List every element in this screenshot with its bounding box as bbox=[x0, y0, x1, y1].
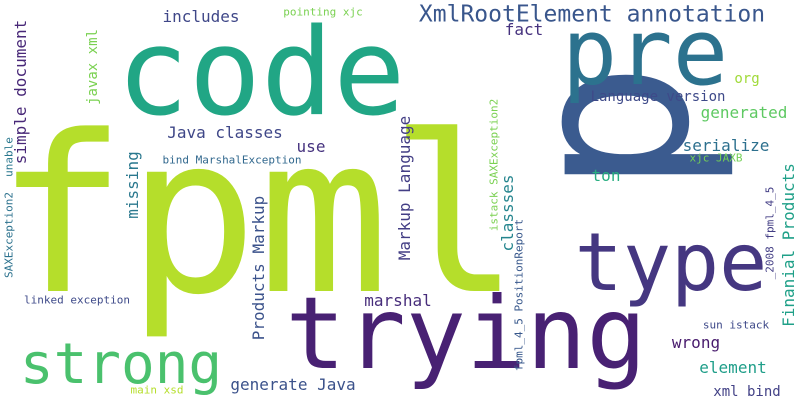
word-linked-exception: linked exception bbox=[24, 293, 130, 307]
word-javax-xml: javax xml bbox=[85, 29, 101, 105]
word-serialize: serialize bbox=[682, 136, 770, 155]
word-markup-language: Markup Language bbox=[395, 115, 414, 261]
word-fact: fact bbox=[504, 20, 544, 39]
word-sun-istack: sun istack bbox=[702, 318, 770, 332]
word-_2008-fpml_4_5: _2008 fpml_4_5 bbox=[763, 186, 777, 280]
word-xml-bind: xml bind bbox=[713, 384, 781, 400]
word-generate-java: generate Java bbox=[230, 375, 356, 394]
word-fpml_4_5-positionreport: fpml_4_5 PositionReport bbox=[512, 218, 526, 372]
word-unable: unable bbox=[2, 137, 16, 177]
word-element: element bbox=[699, 358, 767, 377]
word-language-version: Language version bbox=[590, 89, 726, 105]
word-finanial-products: Finanial Products bbox=[779, 163, 798, 327]
word-bind-marshalexception: bind MarshalException bbox=[162, 153, 302, 167]
word-pointing-xjc: pointing xjc bbox=[283, 5, 363, 19]
word-type: type bbox=[574, 216, 768, 309]
word-java-classes: Java classes bbox=[167, 123, 283, 142]
word-istack-saxexception2: istack SAXException2 bbox=[487, 98, 501, 232]
word-saxexception2: SAXException2 bbox=[2, 191, 16, 279]
word-xmlrootelement-annotation: XmlRootElement annotation bbox=[418, 1, 766, 28]
word-fpml: fpml bbox=[0, 90, 521, 343]
word-includes: includes bbox=[162, 7, 240, 26]
word-main-xsd: main xsd bbox=[130, 383, 184, 397]
word-generated: generated bbox=[700, 103, 788, 122]
word-missing: missing bbox=[123, 151, 142, 219]
word-marshal: marshal bbox=[364, 291, 432, 310]
word-pre: pre bbox=[561, 0, 729, 106]
word-ton: ton bbox=[591, 166, 621, 185]
word-xjc-jaxb: xjc JAXB bbox=[689, 151, 743, 165]
word-org: org bbox=[734, 71, 760, 87]
word-code: code bbox=[116, 4, 406, 143]
word-strong: strong bbox=[19, 332, 223, 397]
word-products-markup: Products Markup bbox=[249, 195, 268, 341]
word-use: use bbox=[296, 137, 326, 156]
word-wrong: wrong bbox=[671, 333, 721, 352]
word-trying: trying bbox=[285, 275, 647, 392]
